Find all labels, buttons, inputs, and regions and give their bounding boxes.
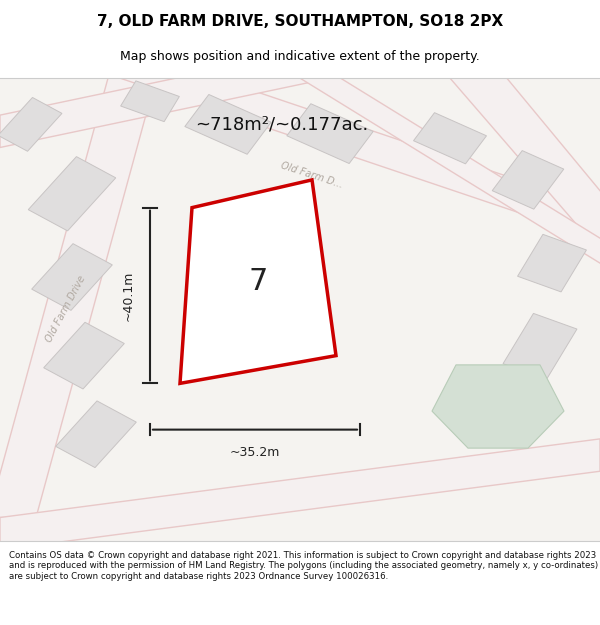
- Polygon shape: [413, 112, 487, 164]
- Polygon shape: [56, 401, 136, 468]
- Polygon shape: [0, 98, 62, 151]
- Text: 7, OLD FARM DRIVE, SOUTHAMPTON, SO18 2PX: 7, OLD FARM DRIVE, SOUTHAMPTON, SO18 2PX: [97, 14, 503, 29]
- Polygon shape: [518, 234, 586, 292]
- Text: Old Farm Drive: Old Farm Drive: [44, 274, 88, 344]
- Polygon shape: [300, 64, 600, 263]
- Polygon shape: [185, 94, 271, 154]
- Text: Contains OS data © Crown copyright and database right 2021. This information is : Contains OS data © Crown copyright and d…: [9, 551, 598, 581]
- Polygon shape: [432, 365, 564, 448]
- Polygon shape: [450, 46, 600, 286]
- Text: Map shows position and indicative extent of the property.: Map shows position and indicative extent…: [120, 50, 480, 62]
- Polygon shape: [121, 81, 179, 122]
- Polygon shape: [180, 180, 336, 383]
- Text: ~40.1m: ~40.1m: [122, 270, 135, 321]
- Polygon shape: [0, 46, 330, 148]
- Polygon shape: [503, 313, 577, 379]
- Text: 7: 7: [248, 267, 268, 296]
- Polygon shape: [32, 244, 112, 311]
- Polygon shape: [44, 322, 124, 389]
- Text: ~35.2m: ~35.2m: [230, 446, 280, 459]
- Text: ~718m²/~0.177ac.: ~718m²/~0.177ac.: [196, 116, 368, 133]
- Polygon shape: [492, 151, 564, 209]
- Polygon shape: [28, 157, 116, 231]
- Polygon shape: [0, 78, 156, 518]
- Text: Old Farm D...: Old Farm D...: [280, 161, 344, 190]
- Polygon shape: [0, 439, 600, 550]
- Polygon shape: [287, 104, 373, 164]
- Polygon shape: [120, 46, 600, 240]
